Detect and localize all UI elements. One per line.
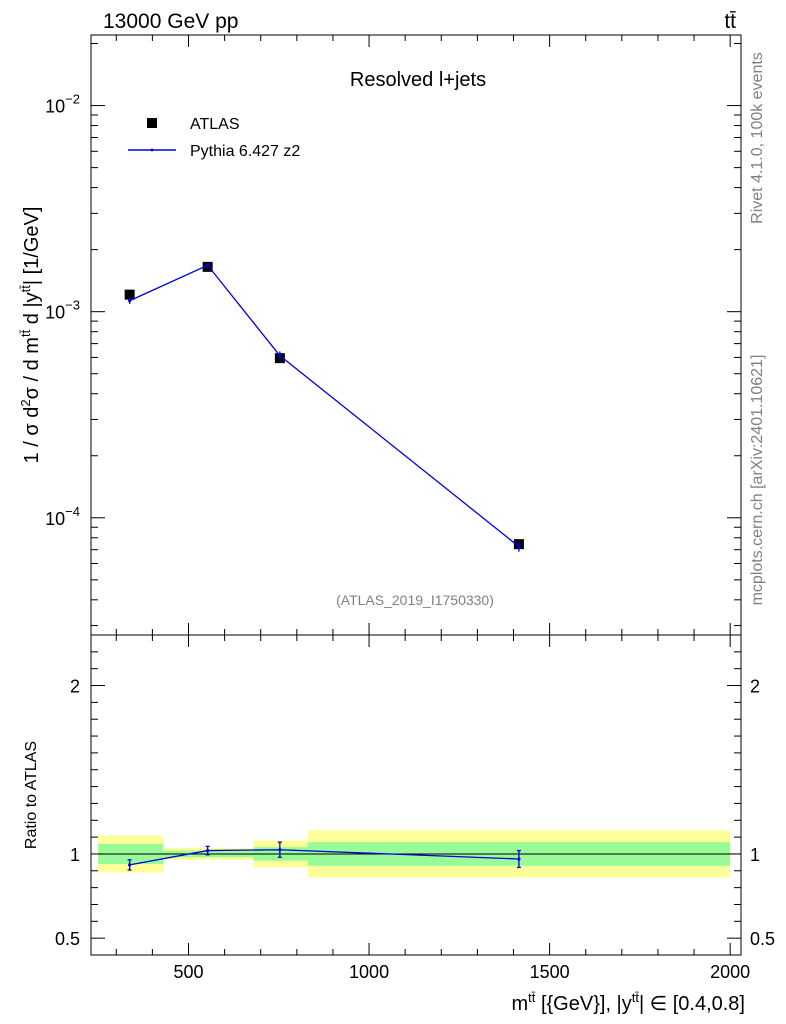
ratio-tick-label-left: 2 [70,677,80,697]
y-tick-label: 10−3 [45,298,80,323]
x-tick-label: 1500 [530,962,570,982]
legend: ATLAS Pythia 6.427 z2 [128,116,300,160]
pythia-point [128,299,132,303]
legend-atlas-label: ATLAS [190,116,240,133]
x-axis-label: mtt̄ [{GeV}], |ytt̄| ∈ [0.4,0.8] [511,990,745,1015]
atlas-data-point [124,289,135,300]
x-tick-label: 500 [173,962,203,982]
main-series [124,261,524,552]
rivet-label: Rivet 4.1.0, 100k events [749,52,766,224]
y-tick-label: 10−2 [45,92,80,117]
ratio-series [127,841,521,871]
pythia-point [278,354,282,358]
pythia-point [517,544,521,549]
ratio-tick-label-left: 1 [70,845,80,865]
ratio-point [517,857,521,861]
legend-atlas-marker [147,118,157,128]
mcplots-label: mcplots.cern.ch [arXiv:2401.10621] [749,355,766,606]
ratio-tick-label-right: 2 [750,677,760,697]
ratio-y-axis-label: Ratio to ATLAS [23,741,40,849]
x-tick-label: 1000 [349,962,389,982]
ratio-tick-label-right: 0.5 [750,929,775,949]
ratio-tick-label-right: 1 [750,845,760,865]
pythia-line [129,264,520,548]
ratio-point [128,863,132,867]
main-panel: 10−4 10−3 10−2 Resolved l+jets (ATLAS_2019… [18,34,742,955]
x-tick-label: 2000 [710,962,750,982]
ratio-bands [98,830,741,878]
y-axis-label: 1 / σ d2σ / d mtt̄ d |ytt̄| [1/GeV] [18,207,43,464]
pythia-point [206,263,210,267]
analysis-id: (ATLAS_2019_I1750330) [336,592,494,608]
legend-pythia-marker [150,148,154,152]
ratio-panel: 0.5 0.5 1 1 2 2 Ratio to ATLAS [23,35,775,956]
legend-pythia-label: Pythia 6.427 z2 [190,143,300,160]
x-tick-labels: 500 1000 1500 2000 [173,962,750,982]
ratio-ticks: 0.5 0.5 1 1 2 2 [55,35,775,955]
ratio-mc-line [129,849,519,866]
ratio-point [278,848,282,852]
ratio-frame [90,634,742,956]
header-right: tt̄ [724,10,736,33]
main-frame [90,34,742,636]
ratio-point [206,848,210,853]
header-left: 13000 GeV pp [103,10,238,33]
ratio-tick-label-left: 0.5 [55,929,80,949]
plot-title: Resolved l+jets [350,69,486,91]
main-ticks: 10−4 10−3 10−2 [45,35,741,955]
y-tick-label: 10−4 [45,504,80,529]
